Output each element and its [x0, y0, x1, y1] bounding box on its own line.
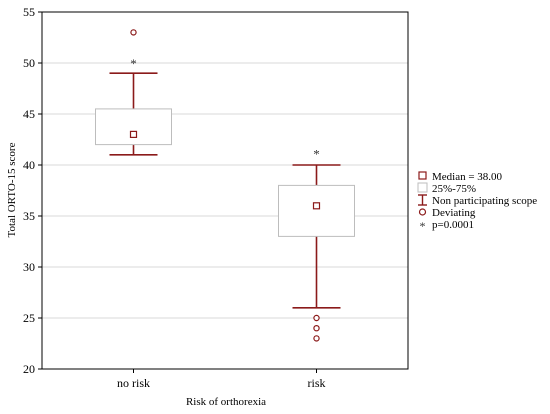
legend-label: 25%-75% [432, 183, 476, 195]
legend-item: * p=0.0001 [420, 219, 474, 233]
x-tick-label: risk [308, 376, 326, 390]
box-group-no-risk: * [95, 29, 172, 156]
plot-frame [41, 11, 409, 370]
legend-star-symbol: * [420, 219, 426, 233]
legend-item: Median = 38.00 [418, 171, 503, 183]
outlier-point [130, 29, 137, 36]
x-tick-label: no risk [117, 376, 150, 390]
outlier-point [313, 325, 320, 332]
y-tick-label: 45 [23, 107, 35, 121]
legend-label: Non participating scope [432, 195, 537, 207]
legend-label: Median = 38.00 [432, 171, 503, 183]
legend-item: Non participating scope [418, 194, 537, 207]
median-marker [129, 130, 138, 138]
legend-outlier-symbol [418, 208, 427, 216]
y-tick-label: 50 [23, 56, 35, 70]
significance-star: * [313, 147, 320, 162]
legend-box-symbol [417, 182, 428, 193]
box-group-risk: * [278, 147, 355, 342]
axis-ticks: 20 25 30 35 40 45 50 55 no risk risk [23, 5, 326, 390]
y-axis-title: Total ORTO-15 score [6, 142, 18, 237]
iqr-box [278, 184, 355, 237]
legend-median-symbol [418, 171, 427, 180]
y-tick-label: 55 [23, 5, 35, 19]
y-tick-label: 40 [23, 158, 35, 172]
y-tick-label: 20 [23, 362, 35, 376]
y-tick-label: 35 [23, 209, 35, 223]
legend-label: Deviating [432, 207, 476, 219]
y-tick-label: 30 [23, 260, 35, 274]
median-marker [312, 202, 321, 210]
y-tick-label: 25 [23, 311, 35, 325]
box-plots: ** [95, 29, 355, 342]
legend-item: 25%-75% [417, 182, 476, 195]
legend-item: Deviating [418, 207, 476, 219]
significance-star: * [130, 56, 137, 71]
iqr-box [95, 108, 172, 146]
outlier-point [313, 314, 320, 322]
x-axis-title: Risk of orthorexia [186, 396, 266, 408]
outlier-point [313, 335, 320, 342]
legend-label: p=0.0001 [432, 219, 474, 231]
